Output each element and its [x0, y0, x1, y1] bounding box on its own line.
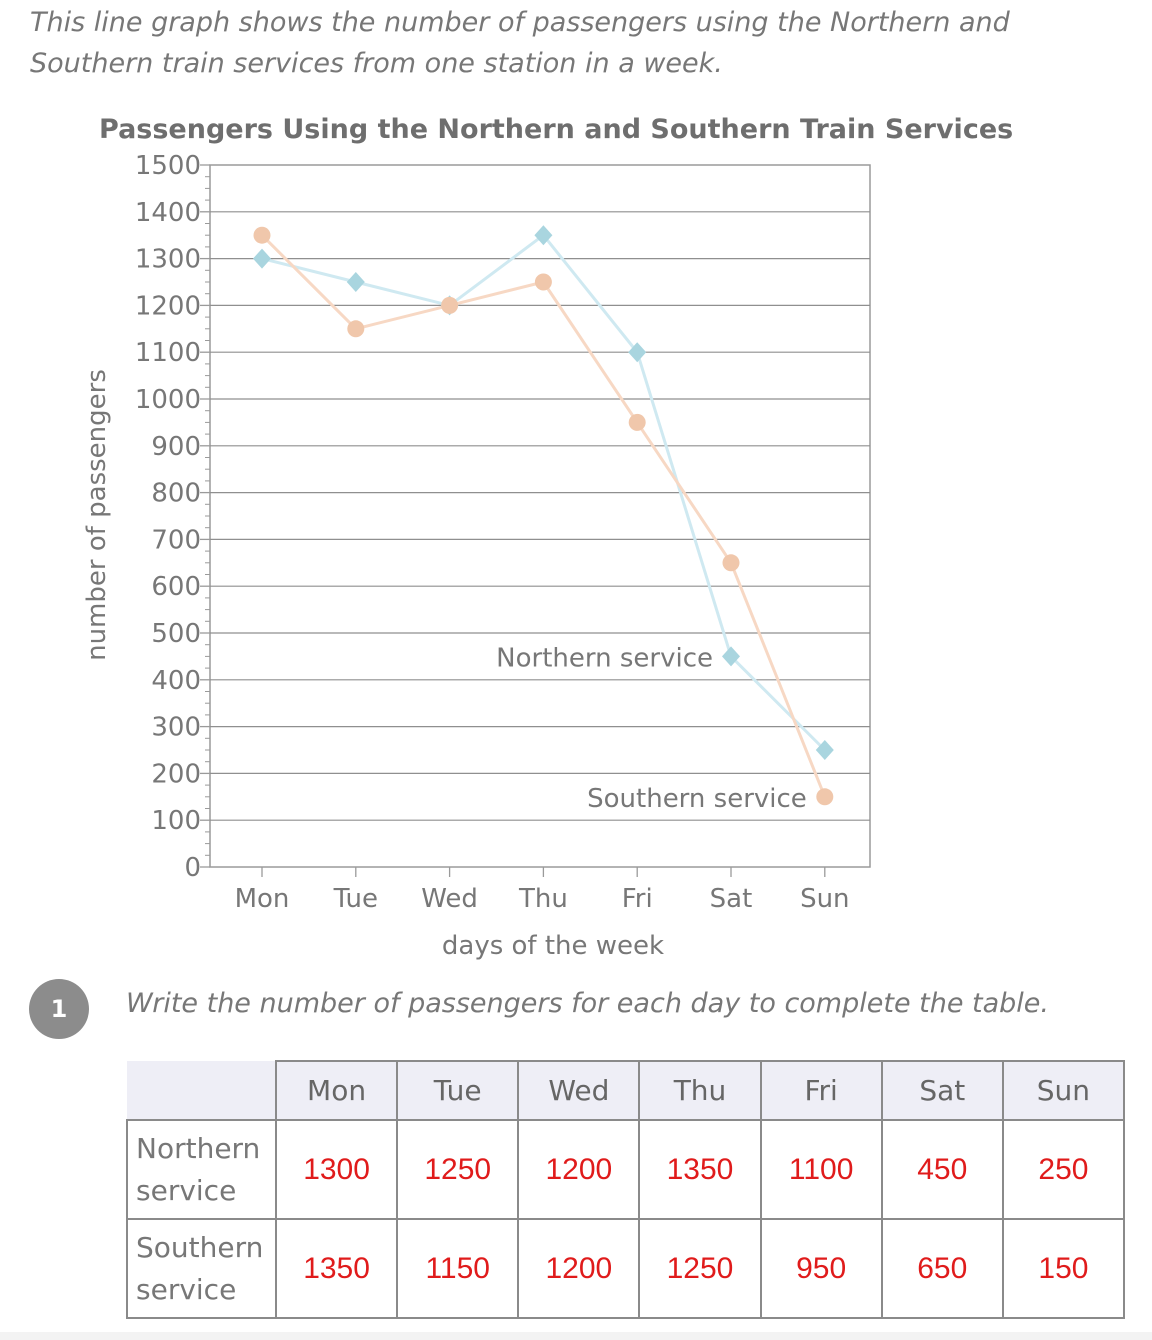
legend-southern-label: Southern service [587, 784, 807, 814]
table-header-cell: Sun [1001, 1060, 1126, 1121]
southern-data-point [441, 296, 459, 314]
answer-cell[interactable]: 1250 [638, 1218, 762, 1319]
northern-data-point [722, 646, 740, 667]
table-row-northern: Northern service 1300 1250 1200 1350 1100… [126, 1119, 1126, 1220]
y-tick-label: 100 [151, 806, 201, 836]
question-number-badge: 1 [29, 979, 89, 1039]
table-header-cell: Thu [638, 1060, 762, 1121]
x-tick-label: Sun [800, 884, 849, 914]
answer-cell[interactable]: 450 [880, 1119, 1004, 1220]
answer-cell[interactable]: 1350 [274, 1218, 399, 1319]
answer-table: Mon Tue Wed Thu Fri Sat Sun Northern serv… [126, 1060, 1126, 1319]
table-header-cell: Tue [396, 1060, 520, 1121]
table-header-row: Mon Tue Wed Thu Fri Sat Sun [127, 1060, 1126, 1121]
table-header-cell: Sat [880, 1060, 1004, 1121]
answer-cell[interactable]: 1100 [759, 1119, 883, 1220]
northern-data-point [815, 740, 834, 760]
y-tick-label: 800 [151, 479, 201, 509]
x-axis-label: days of the week [442, 931, 664, 961]
answer-cell[interactable]: 1250 [396, 1119, 520, 1220]
southern-data-point [628, 413, 646, 431]
answer-cell[interactable]: 1150 [396, 1218, 520, 1319]
answer-cell[interactable]: 1350 [638, 1119, 762, 1220]
southern-data-point [253, 226, 271, 244]
bottom-strip [0, 1332, 1152, 1340]
y-tick-label: 200 [151, 759, 201, 789]
y-tick-label: 700 [151, 525, 201, 555]
x-tick-label: Sat [710, 884, 753, 914]
y-tick-label: 0 [184, 853, 201, 883]
y-tick-label: 1400 [135, 198, 201, 228]
y-axis-label: number of passengers [82, 369, 112, 661]
x-tick-label: Mon [235, 884, 290, 914]
intro-text: This line graph shows the number of pass… [30, 7, 1010, 79]
y-tick-label: 300 [151, 713, 201, 743]
y-tick-label: 1500 [135, 151, 201, 181]
northern-data-point [628, 342, 647, 363]
answer-cell[interactable]: 250 [1001, 1119, 1126, 1220]
y-tick-label: 400 [151, 666, 201, 696]
table-row-southern: Southern service 1350 1150 1200 1250 950 … [126, 1218, 1126, 1319]
southern-data-point [534, 273, 552, 291]
x-tick-label: Thu [518, 884, 568, 914]
northern-data-point [346, 272, 365, 292]
answer-cell[interactable]: 150 [1001, 1218, 1126, 1319]
answer-cell[interactable]: 1300 [274, 1119, 399, 1220]
y-tick-label: 1100 [135, 338, 201, 368]
y-tick-label: 600 [151, 572, 201, 602]
table-header-cell: Mon [274, 1060, 399, 1121]
line-chart: Passengers Using the Northern and Southe… [82, 114, 1013, 961]
answer-cell[interactable]: 950 [759, 1218, 883, 1319]
answer-cell[interactable]: 650 [880, 1218, 1004, 1319]
y-tick-label: 900 [151, 432, 201, 462]
x-tick-label: Wed [421, 884, 478, 914]
y-tick-label: 1300 [135, 245, 201, 275]
answer-cell[interactable]: 1200 [517, 1218, 641, 1319]
table-header-cell: Fri [759, 1060, 883, 1121]
y-tick-label: 500 [151, 619, 201, 649]
x-tick-label: Fri [622, 884, 653, 914]
table-row-label: Northern service [126, 1119, 277, 1220]
table-header-cell: Wed [517, 1060, 641, 1121]
table-row-label: Southern service [126, 1218, 277, 1319]
legend-northern-label: Northern service [496, 643, 713, 673]
chart-title: Passengers Using the Northern and Southe… [99, 114, 1013, 145]
northern-data-point [534, 225, 553, 246]
southern-data-point [816, 788, 834, 806]
table-corner [127, 1061, 277, 1121]
y-tick-label: 1000 [135, 385, 201, 415]
x-tick-label: Tue [333, 884, 378, 914]
answer-cell[interactable]: 1200 [517, 1119, 641, 1220]
southern-data-point [347, 320, 365, 338]
question-text: Write the number of passengers for each … [126, 988, 1049, 1019]
northern-data-point [253, 248, 271, 269]
southern-data-point [722, 554, 740, 572]
y-tick-label: 1200 [135, 291, 201, 321]
